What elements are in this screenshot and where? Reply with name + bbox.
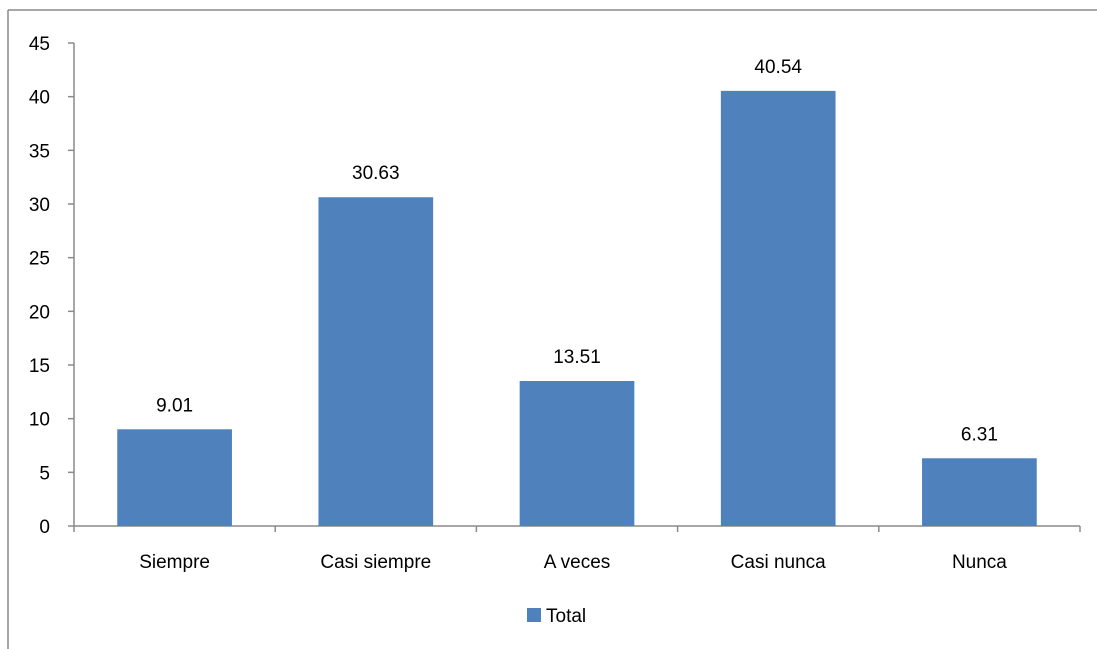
data-label-nunca: 6.31: [961, 424, 998, 445]
y-tick-label: 0: [39, 517, 50, 538]
data-label-siempre: 9.01: [156, 395, 193, 416]
y-tick-label: 30: [29, 195, 50, 216]
y-tick-label: 35: [29, 141, 50, 162]
data-labels: 9.01 30.63 13.51 40.54 6.31: [156, 57, 998, 445]
y-tick-label: 45: [29, 34, 50, 55]
y-tick-label: 10: [29, 410, 50, 431]
data-label-a-veces: 13.51: [553, 347, 601, 368]
y-axis: 0 5 10 15 20 25 30 35 40 45: [29, 34, 75, 538]
y-tick-label: 20: [29, 302, 50, 323]
bar-siempre: [117, 429, 232, 526]
y-tick-label: 40: [29, 88, 50, 109]
legend-label-total: Total: [546, 606, 586, 627]
bar-nunca: [922, 458, 1037, 526]
bar-a-veces: [519, 380, 635, 526]
data-label-casi-siempre: 30.63: [352, 163, 400, 184]
y-tick-label: 15: [29, 356, 50, 377]
x-axis: Siempre Casi siempre A veces Casi nunca Nunc…: [73, 525, 1081, 573]
y-tick-label: 5: [39, 463, 50, 484]
bar-casi-siempre: [318, 197, 434, 526]
x-category-label: Siempre: [139, 552, 210, 573]
y-tick-label: 25: [29, 249, 50, 270]
x-category-label: Nunca: [952, 552, 1007, 573]
x-category-label: A veces: [544, 552, 611, 573]
x-category-label: Casi nunca: [731, 552, 826, 573]
x-category-label: Casi siempre: [320, 552, 431, 573]
bar-casi-nunca: [720, 90, 836, 526]
legend: Total: [527, 606, 586, 627]
legend-swatch-total: [527, 608, 541, 622]
data-label-casi-nunca: 40.54: [754, 57, 802, 78]
bars: [117, 90, 1037, 526]
